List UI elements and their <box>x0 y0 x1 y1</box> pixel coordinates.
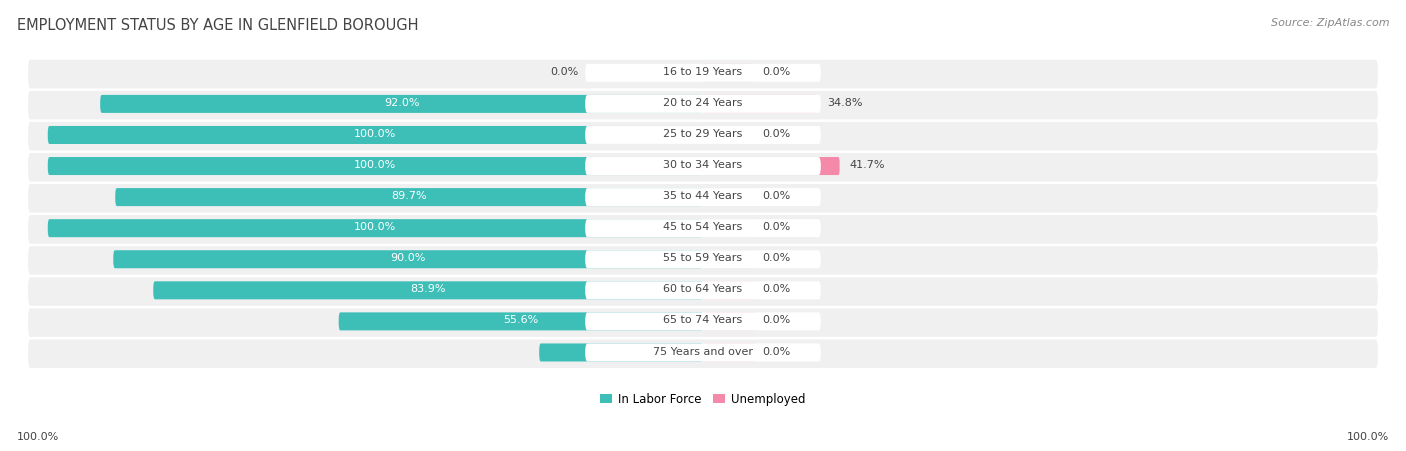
Text: 55.6%: 55.6% <box>503 316 538 326</box>
FancyBboxPatch shape <box>538 344 703 361</box>
Text: 100.0%: 100.0% <box>17 432 59 442</box>
FancyBboxPatch shape <box>585 64 821 82</box>
FancyBboxPatch shape <box>28 60 1378 88</box>
Text: 90.0%: 90.0% <box>391 253 426 263</box>
Text: 65 to 74 Years: 65 to 74 Years <box>664 316 742 326</box>
FancyBboxPatch shape <box>114 250 703 268</box>
Text: 0.0%: 0.0% <box>762 253 790 263</box>
Text: 75 Years and over: 75 Years and over <box>652 346 754 357</box>
FancyBboxPatch shape <box>100 95 703 113</box>
Text: 55 to 59 Years: 55 to 59 Years <box>664 253 742 263</box>
FancyBboxPatch shape <box>703 157 839 175</box>
FancyBboxPatch shape <box>28 153 1378 182</box>
Text: 25.0%: 25.0% <box>603 346 638 357</box>
Text: 25 to 29 Years: 25 to 29 Years <box>664 129 742 139</box>
Text: 30 to 34 Years: 30 to 34 Years <box>664 160 742 170</box>
FancyBboxPatch shape <box>28 277 1378 306</box>
FancyBboxPatch shape <box>585 126 821 144</box>
FancyBboxPatch shape <box>703 64 755 82</box>
FancyBboxPatch shape <box>585 281 821 299</box>
Text: 45 to 54 Years: 45 to 54 Years <box>664 222 742 232</box>
Text: 60 to 64 Years: 60 to 64 Years <box>664 285 742 295</box>
FancyBboxPatch shape <box>28 246 1378 275</box>
FancyBboxPatch shape <box>585 313 821 331</box>
Text: 0.0%: 0.0% <box>762 285 790 295</box>
Text: 34.8%: 34.8% <box>827 98 862 108</box>
Text: 92.0%: 92.0% <box>384 98 419 108</box>
Text: 100.0%: 100.0% <box>354 222 396 232</box>
FancyBboxPatch shape <box>28 91 1378 120</box>
FancyBboxPatch shape <box>703 281 755 299</box>
FancyBboxPatch shape <box>585 344 821 361</box>
Text: 0.0%: 0.0% <box>762 222 790 232</box>
FancyBboxPatch shape <box>703 188 755 206</box>
FancyBboxPatch shape <box>48 126 703 144</box>
FancyBboxPatch shape <box>48 219 703 237</box>
FancyBboxPatch shape <box>703 126 755 144</box>
FancyBboxPatch shape <box>48 157 703 175</box>
FancyBboxPatch shape <box>585 250 821 268</box>
FancyBboxPatch shape <box>339 313 703 331</box>
Text: 83.9%: 83.9% <box>411 285 446 295</box>
Text: 35 to 44 Years: 35 to 44 Years <box>664 191 742 201</box>
Legend: In Labor Force, Unemployed: In Labor Force, Unemployed <box>596 388 810 410</box>
FancyBboxPatch shape <box>703 313 755 331</box>
Text: 100.0%: 100.0% <box>354 160 396 170</box>
FancyBboxPatch shape <box>28 308 1378 337</box>
FancyBboxPatch shape <box>585 188 821 206</box>
Text: Source: ZipAtlas.com: Source: ZipAtlas.com <box>1271 18 1389 28</box>
FancyBboxPatch shape <box>115 188 703 206</box>
Text: 0.0%: 0.0% <box>762 316 790 326</box>
FancyBboxPatch shape <box>703 344 755 361</box>
Text: 0.0%: 0.0% <box>762 129 790 139</box>
FancyBboxPatch shape <box>153 281 703 299</box>
Text: 20 to 24 Years: 20 to 24 Years <box>664 98 742 108</box>
FancyBboxPatch shape <box>28 215 1378 244</box>
Text: 0.0%: 0.0% <box>550 67 578 77</box>
Text: 41.7%: 41.7% <box>849 160 884 170</box>
FancyBboxPatch shape <box>28 340 1378 368</box>
Text: 0.0%: 0.0% <box>762 67 790 77</box>
Text: 100.0%: 100.0% <box>354 129 396 139</box>
Text: 0.0%: 0.0% <box>762 191 790 201</box>
FancyBboxPatch shape <box>585 157 821 175</box>
FancyBboxPatch shape <box>28 122 1378 151</box>
FancyBboxPatch shape <box>703 95 817 113</box>
Text: 16 to 19 Years: 16 to 19 Years <box>664 67 742 77</box>
FancyBboxPatch shape <box>585 219 821 237</box>
Text: 0.0%: 0.0% <box>762 346 790 357</box>
FancyBboxPatch shape <box>703 219 755 237</box>
FancyBboxPatch shape <box>28 184 1378 212</box>
Text: 89.7%: 89.7% <box>391 191 427 201</box>
FancyBboxPatch shape <box>585 95 821 113</box>
Text: EMPLOYMENT STATUS BY AGE IN GLENFIELD BOROUGH: EMPLOYMENT STATUS BY AGE IN GLENFIELD BO… <box>17 18 419 33</box>
Text: 100.0%: 100.0% <box>1347 432 1389 442</box>
FancyBboxPatch shape <box>703 250 755 268</box>
